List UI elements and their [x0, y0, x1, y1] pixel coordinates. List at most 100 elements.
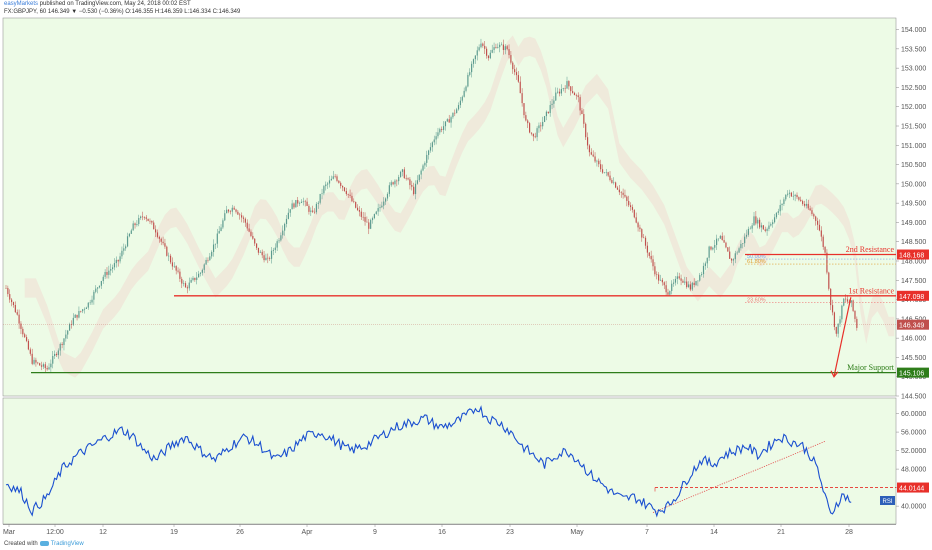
candle-body [241, 215, 243, 218]
price-ytick-label: 147.500 [901, 278, 926, 285]
rsi-ytick-label: 56.0000 [901, 430, 926, 437]
candle-body [342, 185, 344, 188]
candle-body [224, 213, 226, 221]
candle-body [839, 319, 841, 324]
candle-body [504, 46, 506, 51]
candle-body [471, 63, 473, 73]
xtick-label: 23 [506, 529, 514, 536]
created-with-label: Created with [4, 541, 38, 547]
candles-group [5, 38, 858, 373]
candle-body [538, 125, 540, 129]
candle-body [409, 179, 411, 186]
candle-body [104, 271, 106, 277]
candle-body [399, 171, 402, 178]
candle-body [622, 192, 624, 195]
rsi-badge-label: RSI [882, 499, 892, 505]
candle-body [644, 237, 647, 246]
xtick-label: May [570, 529, 584, 536]
candle-body [126, 236, 129, 247]
candle-body [186, 287, 188, 289]
candle-body [461, 96, 463, 101]
candle-body [413, 186, 415, 195]
candle-body [527, 120, 529, 124]
footer: Created with TradingView [4, 540, 84, 547]
candle-body [291, 203, 293, 210]
candle-body [153, 222, 155, 230]
candle-body [414, 183, 417, 195]
candle-body [398, 177, 400, 182]
candle-body [80, 311, 82, 312]
price-ytick-label: 152.000 [901, 104, 926, 111]
candle-body [183, 283, 185, 284]
candle-body [704, 263, 706, 266]
candle-body [267, 257, 269, 259]
candle-body [669, 291, 671, 295]
candle-body [72, 317, 74, 325]
candle-body [313, 211, 316, 213]
candle-body [336, 176, 338, 181]
candle-body [158, 236, 160, 239]
candle-body [446, 119, 448, 122]
candle-body [91, 299, 93, 303]
candle-body [618, 189, 620, 193]
candle-body [609, 175, 611, 181]
candle-body [287, 212, 289, 219]
candle-body [850, 300, 852, 303]
price-ytick-label: 145.000 [901, 374, 926, 381]
candle-body [499, 44, 501, 48]
candle-body [85, 307, 88, 309]
candle-body [641, 229, 643, 238]
candle-body [416, 180, 418, 184]
candle-body [745, 234, 748, 237]
publish-text: published on TradingView.com, May 24, 20… [38, 1, 191, 7]
candle-body [429, 147, 432, 151]
level-label: 1st Resistance [848, 286, 894, 295]
candle-body [792, 195, 794, 197]
level-label: 2nd Resistance [846, 245, 895, 254]
candle-body [368, 222, 370, 229]
candle-body [798, 197, 800, 200]
candle-body [244, 218, 246, 223]
tradingview-brand[interactable]: TradingView [50, 541, 84, 547]
candle-body [252, 235, 254, 239]
candle-body [317, 202, 319, 204]
candle-body [237, 211, 239, 215]
candle-body [790, 192, 792, 197]
candle-body [676, 276, 678, 279]
candle-body [766, 228, 768, 231]
xtick-label: 28 [845, 529, 853, 536]
candle-body [113, 263, 116, 268]
candle-body [388, 185, 390, 194]
xtick-label: Apr [302, 529, 314, 536]
candle-body [426, 154, 428, 163]
candle-body [293, 203, 295, 208]
candle-body [454, 112, 456, 114]
candle-body [474, 55, 476, 60]
candle-body [233, 207, 235, 210]
candle-body [693, 282, 695, 285]
candle-body [242, 217, 245, 219]
candle-body [773, 217, 776, 223]
candle-body [212, 244, 215, 252]
candle-body [250, 231, 252, 236]
rsi-ytick-label: 60.0000 [901, 411, 926, 418]
candle-body [820, 230, 822, 237]
candle-body [420, 170, 422, 175]
candle-body [557, 91, 559, 93]
publisher-link[interactable]: easyMarkets [4, 1, 39, 7]
candle-body [169, 255, 172, 263]
candle-body [46, 368, 48, 370]
candle-body [371, 218, 374, 221]
candle-body [717, 238, 720, 240]
candle-body [55, 353, 58, 356]
candle-body [121, 250, 123, 257]
candle-body [27, 340, 30, 350]
candle-body [280, 235, 282, 241]
candle-body [519, 81, 521, 94]
candle-body [269, 258, 271, 259]
candle-body [751, 225, 753, 229]
candle-body [411, 185, 413, 187]
candle-body [510, 55, 512, 63]
candle-body [125, 246, 127, 249]
candle-body [719, 235, 721, 239]
